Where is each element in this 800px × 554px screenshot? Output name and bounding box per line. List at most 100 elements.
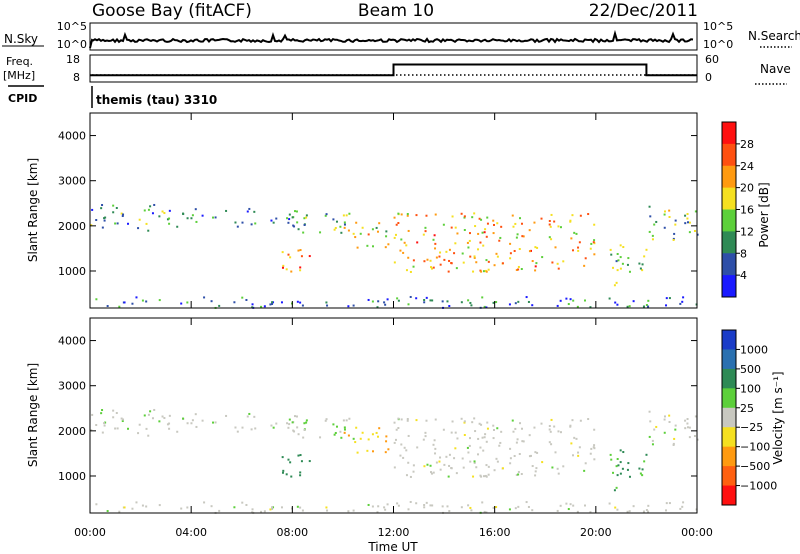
power-cell xyxy=(366,244,369,247)
power-cell xyxy=(367,298,370,301)
power-cell xyxy=(663,210,666,213)
power-cell xyxy=(118,305,121,308)
power-cell xyxy=(182,212,185,215)
power-cell xyxy=(101,204,104,207)
velocity-cell xyxy=(481,501,484,504)
power-cell xyxy=(397,299,400,302)
power-cell xyxy=(210,300,213,303)
power-cell xyxy=(589,306,592,309)
power-cell xyxy=(260,305,263,308)
power-cell xyxy=(400,213,403,216)
power-cell xyxy=(405,244,408,247)
velocity-cell xyxy=(121,420,124,423)
velocity-cell xyxy=(409,475,412,478)
power-cell xyxy=(451,215,454,218)
velocity-cell xyxy=(147,413,150,416)
velocity-cell xyxy=(479,474,482,477)
velocity-cell xyxy=(616,457,619,460)
velocity-cell xyxy=(347,434,350,437)
power-cell xyxy=(335,220,338,223)
power-cell xyxy=(533,221,536,224)
station-title: Goose Bay (fitACF) xyxy=(92,1,252,21)
power-cell xyxy=(643,255,646,258)
velocity-cell xyxy=(643,460,646,463)
power-cell xyxy=(479,269,482,272)
power-cell xyxy=(424,226,427,229)
velocity-cell xyxy=(296,505,299,508)
velocity-cell xyxy=(299,506,302,509)
power-cell xyxy=(575,232,578,235)
power-cell xyxy=(343,226,346,229)
velocity-cell xyxy=(376,435,379,438)
power-cell xyxy=(467,299,470,302)
velocity-cell xyxy=(430,471,433,474)
velocity-cell xyxy=(648,410,651,413)
power-cell xyxy=(352,232,355,235)
velocity-cell xyxy=(280,506,283,509)
velocity-cell xyxy=(288,418,291,421)
power-cell xyxy=(293,225,296,228)
power-cell xyxy=(477,248,480,251)
power-cell xyxy=(686,217,689,220)
power-cell xyxy=(218,304,221,307)
power-cell xyxy=(377,300,380,303)
power-cell xyxy=(519,217,522,220)
power-cell xyxy=(248,207,251,210)
power-cell xyxy=(393,261,396,264)
velocity-cell xyxy=(548,441,551,444)
velocity-cell xyxy=(469,506,472,509)
power-cell xyxy=(106,305,109,308)
power-cell xyxy=(487,260,490,263)
power-cell xyxy=(628,305,631,308)
power-cell xyxy=(468,232,471,235)
power-cell xyxy=(429,299,432,302)
power-cell xyxy=(687,221,690,224)
velocity-cell xyxy=(112,409,115,412)
power-cell xyxy=(534,265,537,268)
velocity-cell xyxy=(403,446,406,449)
velocity-cell xyxy=(696,438,699,441)
power-cell xyxy=(371,228,374,231)
power-cell xyxy=(290,270,293,273)
power-cell xyxy=(477,232,480,235)
power-cell xyxy=(619,267,622,270)
power-cell xyxy=(407,256,410,259)
velocity-cell xyxy=(397,504,400,507)
power-cell xyxy=(520,222,523,225)
velocity-cell xyxy=(218,509,221,512)
velocity-cell xyxy=(385,435,388,438)
power-cell xyxy=(512,225,515,228)
power-cell xyxy=(434,213,437,216)
power-cell xyxy=(483,305,486,308)
velocity-cell xyxy=(641,474,644,477)
power-cell xyxy=(550,238,553,241)
velocity-cell xyxy=(116,427,119,430)
velocity-cell xyxy=(376,511,379,514)
power-cell xyxy=(665,304,668,307)
velocity-cell xyxy=(475,466,478,469)
power-cell xyxy=(447,270,450,273)
power-cell xyxy=(645,248,648,251)
power-cell xyxy=(592,241,595,244)
power-cell xyxy=(409,295,412,298)
power-cell xyxy=(469,301,472,304)
velocity-cell xyxy=(287,426,290,429)
velocity-cell xyxy=(462,466,465,469)
velocity-cell xyxy=(294,415,297,418)
power-cell xyxy=(241,221,244,224)
velocity-cell xyxy=(516,438,519,441)
velocity-cell xyxy=(527,505,530,508)
power-cell xyxy=(460,301,463,304)
velocity-cell xyxy=(496,427,499,430)
power-cell xyxy=(91,208,94,211)
velocity-cell xyxy=(486,427,489,430)
power-cell xyxy=(308,255,311,258)
velocity-cell xyxy=(593,428,596,431)
power-cell xyxy=(439,263,442,266)
velocity-cell xyxy=(335,425,338,428)
nave-right-tick-bottom: 0 xyxy=(705,71,712,84)
velocity-cell xyxy=(325,418,328,421)
power-cell xyxy=(509,242,512,245)
power-cell xyxy=(354,236,357,239)
velocity-cell xyxy=(528,455,531,458)
